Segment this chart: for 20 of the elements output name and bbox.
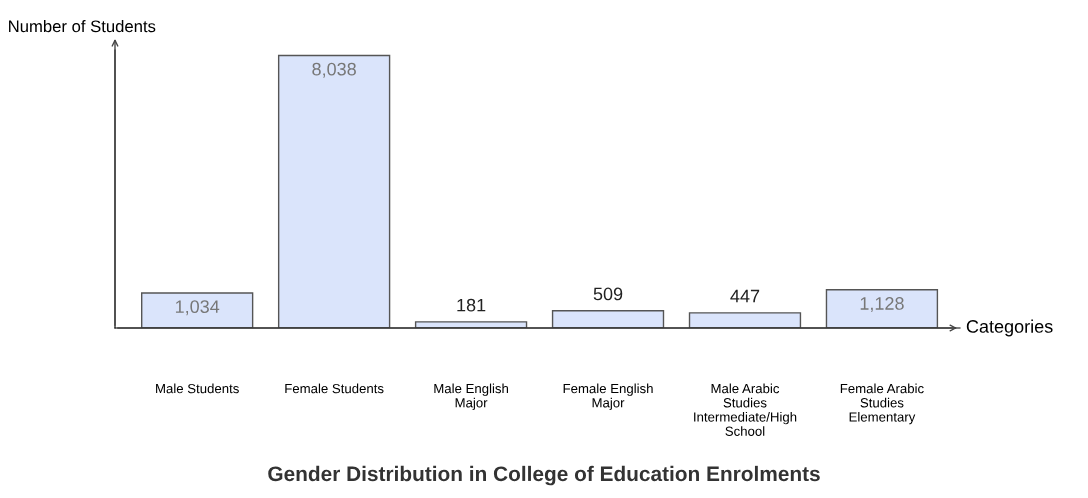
y-axis-title: Number of Students [9, 19, 156, 33]
bar [551, 310, 665, 328]
data-label: 1,128 [860, 297, 904, 312]
x-tick-label: Male Arabic Studies Intermediate/High School [694, 383, 797, 436]
bar [688, 312, 802, 328]
x-tick-label: Female Arabic Studies Elementary [840, 383, 924, 425]
bar [141, 292, 254, 328]
data-label: 447 [730, 289, 760, 303]
bar [825, 289, 939, 328]
data-label: 8,038 [312, 62, 356, 78]
text: Gender Distribution in College of Education Enrolments [268, 465, 820, 486]
data-label: 181 [457, 298, 486, 312]
x-tick-label: Male English Major [434, 383, 508, 411]
x-tick-label: Female English Major [563, 383, 653, 411]
x-tick-label: Male Students [156, 383, 239, 394]
data-label: 509 [593, 287, 623, 301]
data-label: 1,034 [175, 300, 220, 316]
bar [277, 54, 391, 328]
x-axis-title: Categories [966, 319, 1053, 337]
x-tick-label: Female Students [285, 383, 384, 394]
